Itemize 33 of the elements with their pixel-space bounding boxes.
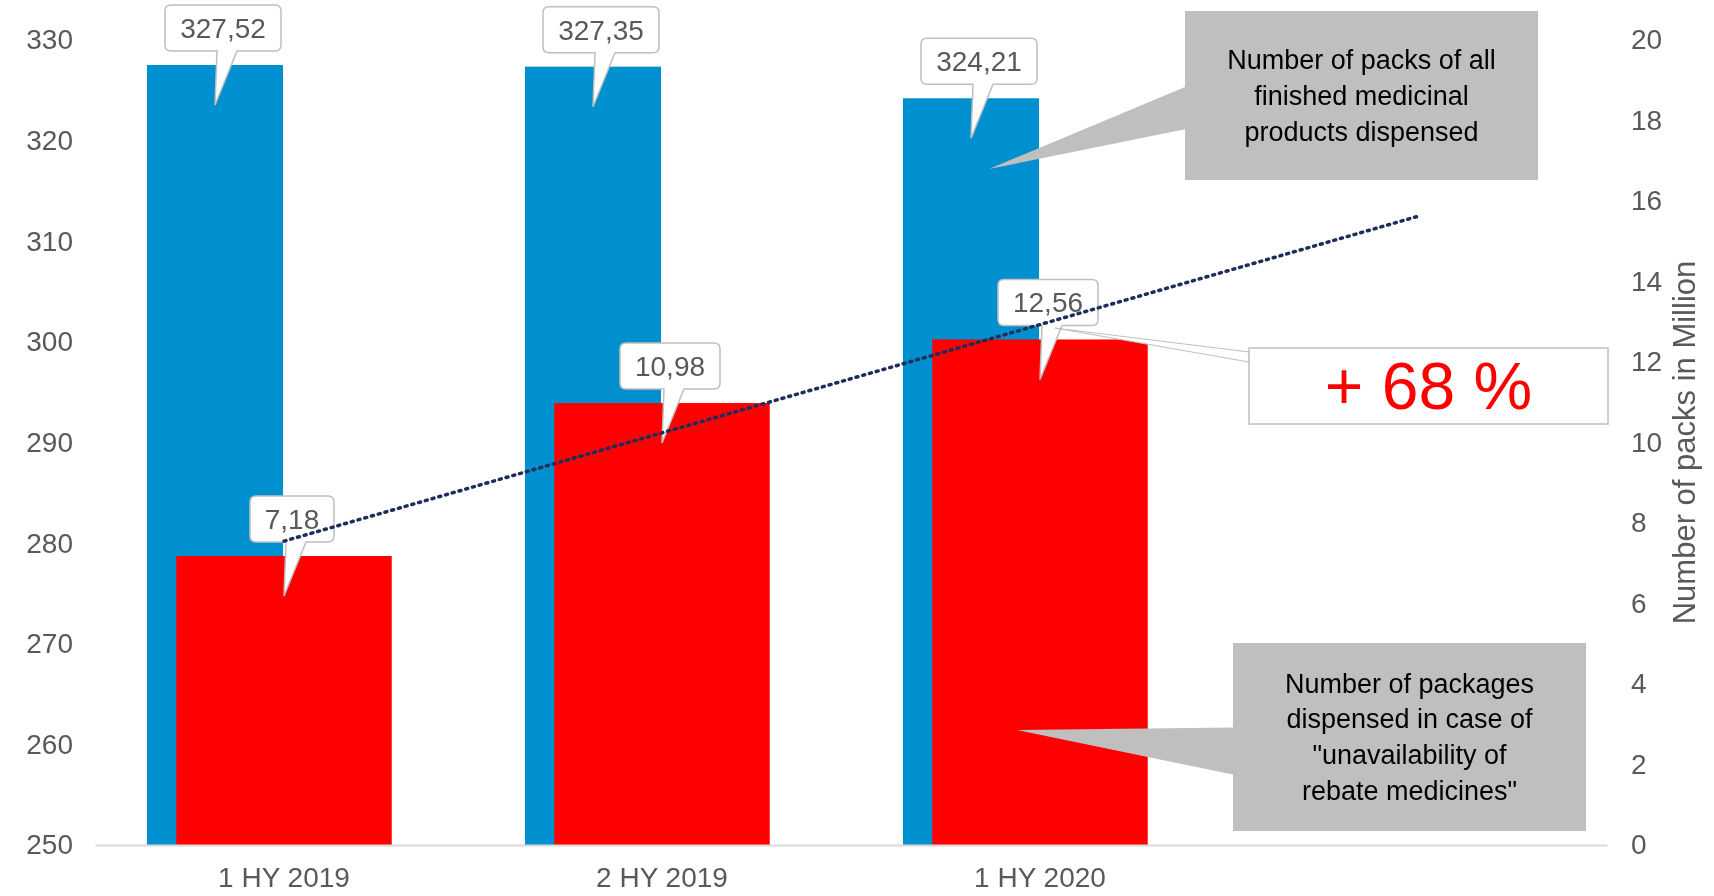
y-tick-label: 260	[26, 728, 73, 760]
y2-tick-label: 4	[1631, 668, 1647, 700]
y2-tick-label: 10	[1631, 426, 1663, 458]
y-tick-label: 270	[26, 628, 73, 660]
x-tick-label: 1 HY 2020	[974, 861, 1106, 893]
y2-tick-label: 8	[1631, 507, 1647, 539]
y2-tick-label: 20	[1631, 24, 1663, 56]
y2-tick-label: 0	[1631, 829, 1647, 861]
annotation: + 68 %	[1324, 349, 1533, 424]
y-tick-label: 320	[26, 125, 73, 157]
y2-tick-label: 6	[1631, 587, 1647, 619]
annotation: Number of packs of all finished medicinal products dispensed	[1227, 45, 1496, 147]
y-tick-label: 250	[26, 829, 73, 861]
y2-axis-title: Number of packs in Million	[1667, 260, 1702, 625]
y-tick-label: 280	[26, 527, 73, 559]
data-label: 7,18	[264, 504, 320, 536]
y2-tick-label: 18	[1631, 104, 1663, 136]
x-tick-label: 1 HY 2019	[218, 861, 350, 893]
data-label: 327,52	[180, 12, 266, 44]
data-label: 324,21	[936, 46, 1022, 78]
y-tick-label: 310	[26, 225, 73, 257]
y2-tick-label: 16	[1631, 185, 1663, 217]
data-label: 327,35	[558, 14, 644, 46]
y-tick-label: 330	[26, 24, 73, 56]
y-tick-label: 290	[26, 426, 73, 458]
y2-tick-label: 2	[1631, 748, 1647, 780]
y2-tick-label: 12	[1631, 346, 1663, 378]
annotation: Number of packages dispensed in case of "unavailability of rebate medicines"	[1284, 668, 1535, 807]
y2-tick-label: 14	[1631, 265, 1663, 297]
data-label: 10,98	[634, 351, 706, 383]
y-tick-label: 300	[26, 326, 73, 358]
data-label: 12,56	[1012, 287, 1084, 319]
x-tick-label: 2 HY 2019	[596, 861, 728, 893]
